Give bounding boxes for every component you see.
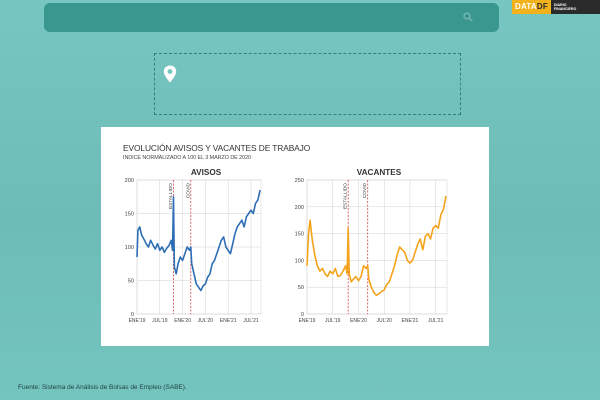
y-tick-label: 200 bbox=[295, 205, 304, 211]
chart-card-title: EVOLUCIÓN AVISOS Y VACANTES DE TRABAJO bbox=[123, 143, 311, 153]
event-marker-label: COVID bbox=[185, 182, 191, 198]
event-marker-label: ESTALLIDO bbox=[343, 183, 349, 209]
y-tick-label: 250 bbox=[295, 178, 304, 184]
search-icon[interactable] bbox=[463, 12, 473, 22]
chart-title: VACANTES bbox=[357, 168, 402, 177]
y-tick-label: 200 bbox=[125, 178, 134, 184]
x-tick-label: JUL'20 bbox=[376, 318, 392, 324]
event-marker-label: COVID bbox=[362, 182, 368, 198]
charts-canvas: AVISOS 0 50 100 150 200 ENE'19 JUL'19 ENE'20 JUL'… bbox=[125, 168, 448, 324]
source-note: Fuente: Sistema de Análisis de Bolsas de… bbox=[18, 384, 187, 391]
chart-title: AVISOS bbox=[191, 168, 222, 177]
x-tick-label: JUL'21 bbox=[243, 318, 259, 324]
datadf-logo[interactable]: DATADF DIARIO FINANCIERO bbox=[512, 0, 600, 14]
location-pin-icon bbox=[163, 65, 177, 83]
y-tick-label: 0 bbox=[131, 312, 134, 318]
y-tick-label: 100 bbox=[295, 258, 304, 264]
chart-card-subtitle: INDICE NORMALIZADO A 100 EL 3 MARZO DE 2… bbox=[123, 155, 251, 161]
x-tick-label: JUL'19 bbox=[152, 318, 168, 324]
x-tick-label: ENE'19 bbox=[129, 318, 146, 324]
x-tick-label: ENE'20 bbox=[350, 318, 367, 324]
y-tick-label: 0 bbox=[301, 312, 304, 318]
y-tick-label: 150 bbox=[125, 212, 134, 218]
series-line bbox=[136, 189, 261, 292]
event-marker-label: ESTALLIDO bbox=[168, 183, 174, 209]
x-tick-label: ENE'21 bbox=[220, 318, 237, 324]
logo-wordmark: DATADF bbox=[512, 0, 551, 14]
y-tick-label: 50 bbox=[298, 285, 304, 291]
x-tick-label: ENE'19 bbox=[299, 318, 316, 324]
x-tick-label: JUL'21 bbox=[428, 318, 444, 324]
x-tick-label: JUL'20 bbox=[198, 318, 214, 324]
x-tick-label: ENE'20 bbox=[174, 318, 191, 324]
chart-card: EVOLUCIÓN AVISOS Y VACANTES DE TRABAJO I… bbox=[101, 127, 489, 346]
top-navigation-bar bbox=[44, 3, 499, 32]
x-tick-label: ENE'21 bbox=[402, 318, 419, 324]
x-tick-label: JUL'19 bbox=[325, 318, 341, 324]
location-placeholder-box bbox=[154, 53, 461, 115]
y-tick-label: 100 bbox=[125, 245, 134, 251]
series-line bbox=[306, 195, 447, 297]
y-tick-label: 50 bbox=[128, 279, 134, 285]
plot-frame bbox=[306, 179, 448, 315]
logo-subtitle: DIARIO FINANCIERO bbox=[553, 3, 577, 11]
y-tick-label: 150 bbox=[295, 232, 304, 238]
